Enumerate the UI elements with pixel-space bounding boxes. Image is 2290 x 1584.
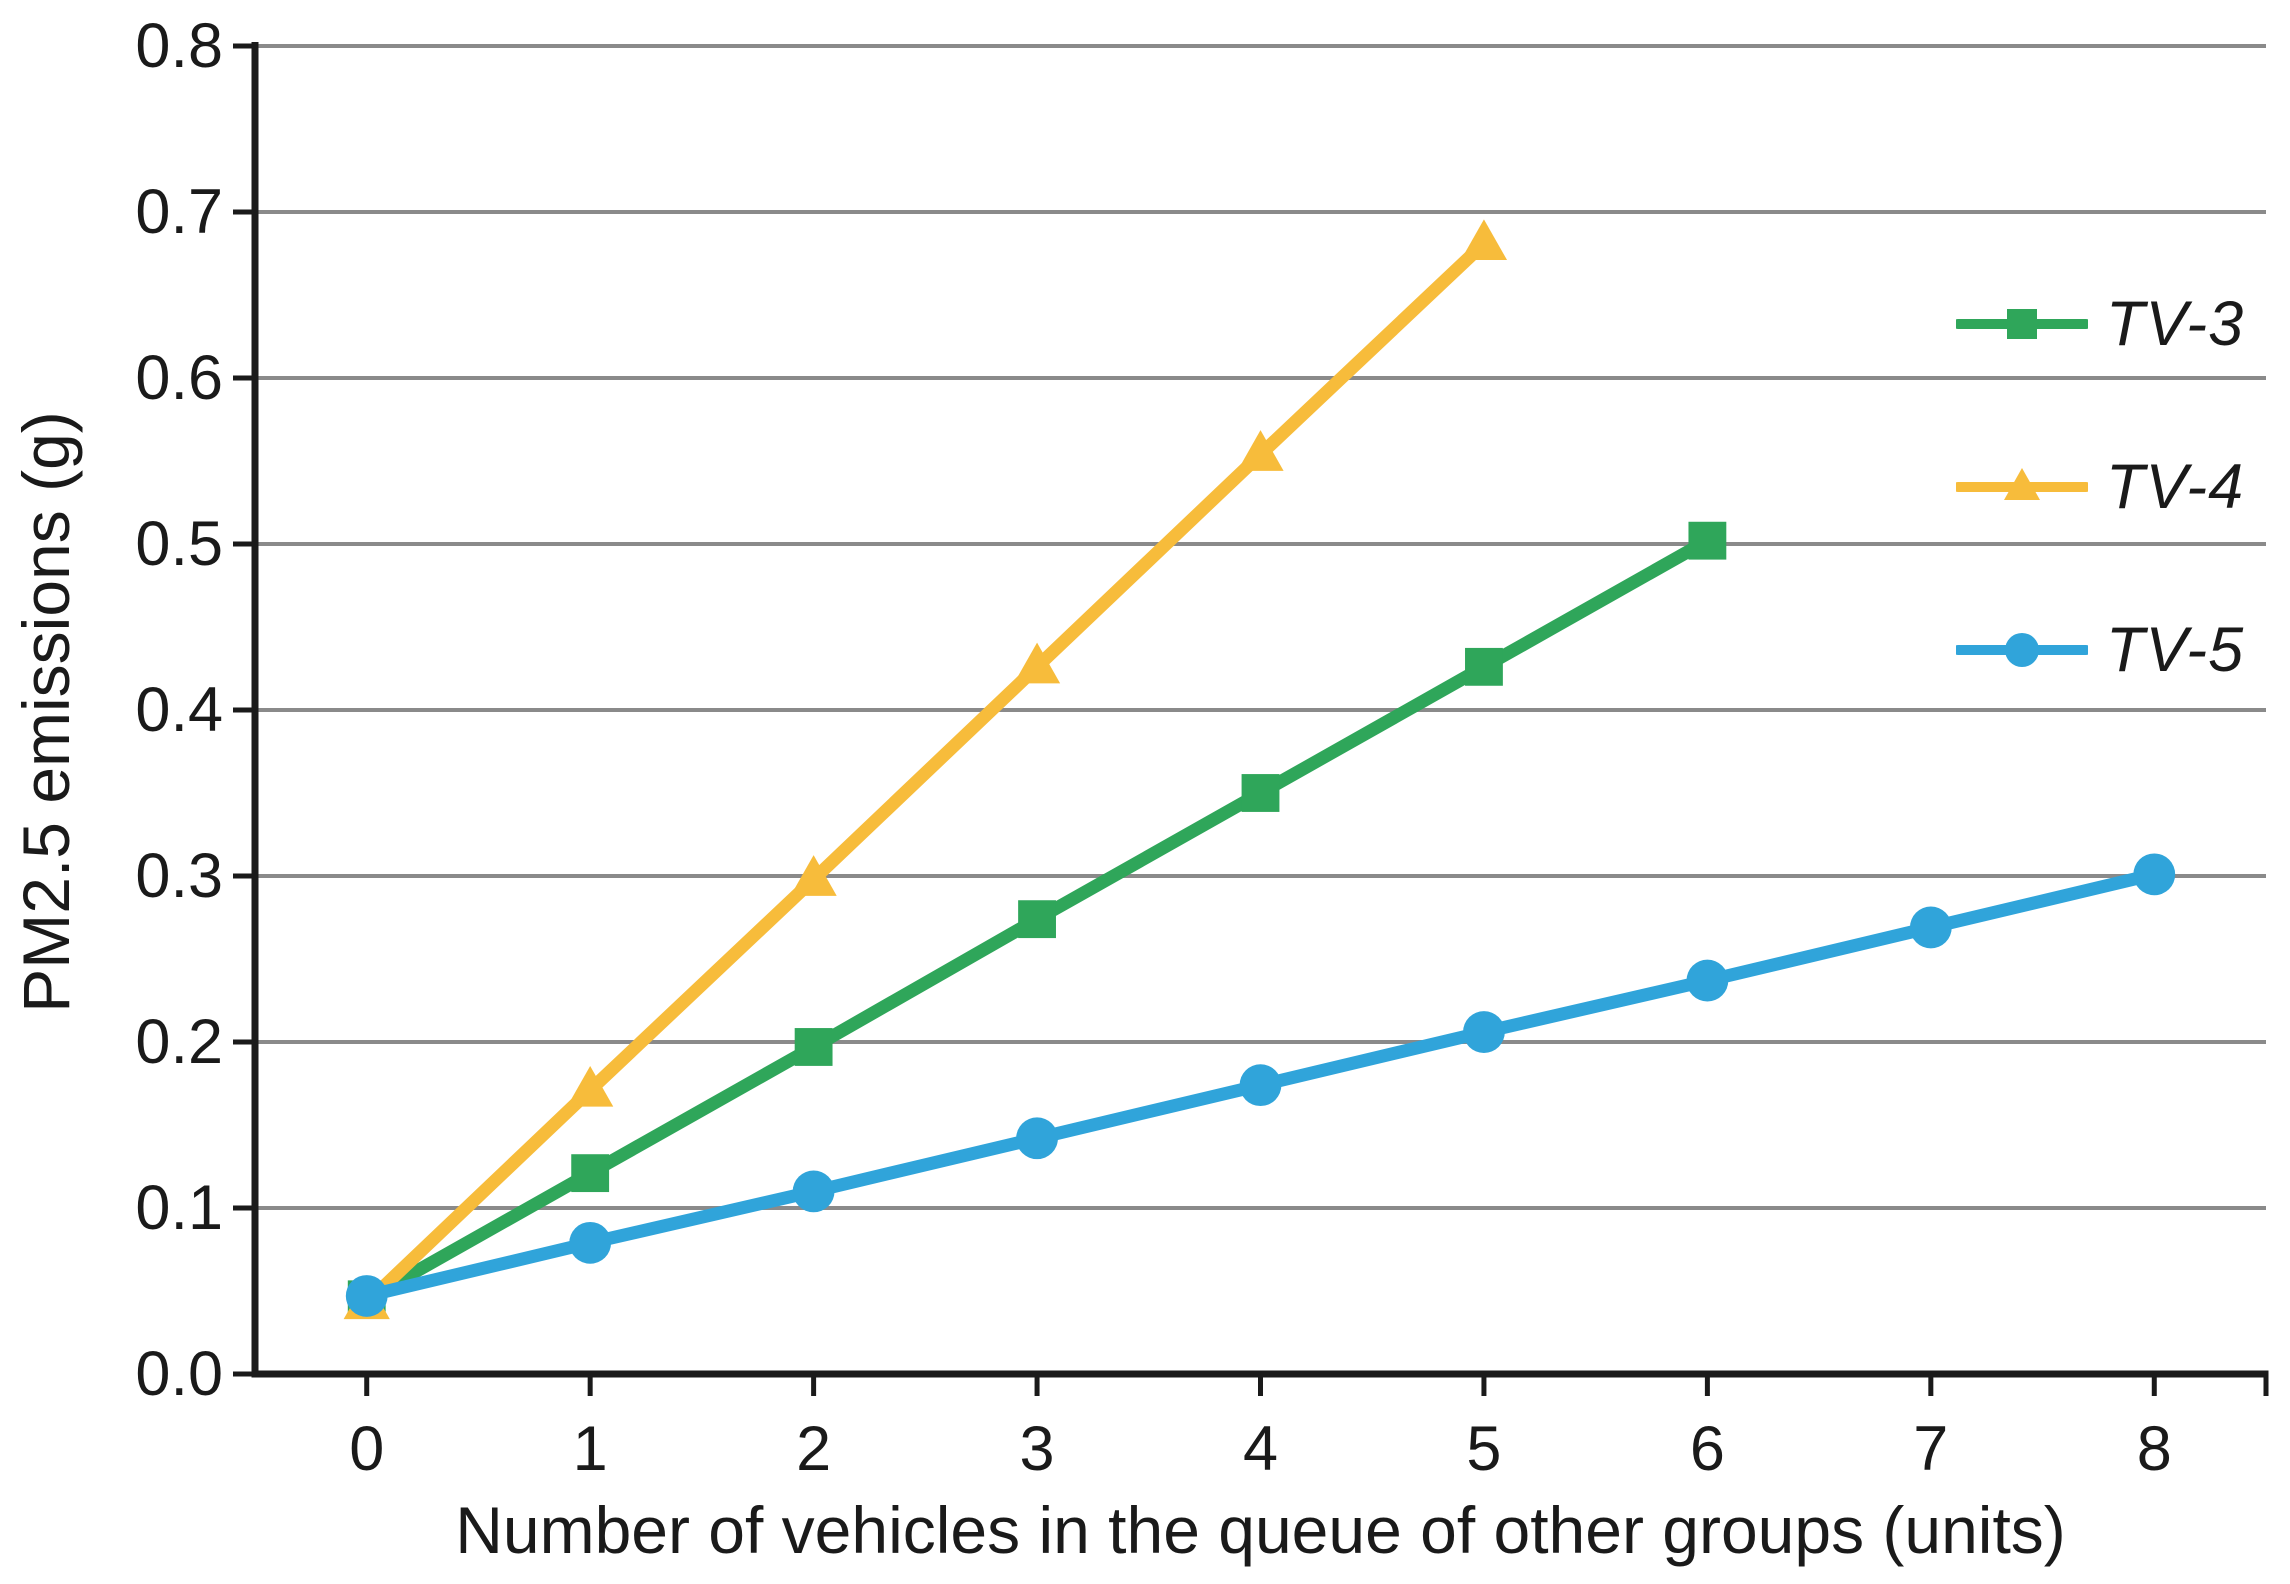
- y-tick-label: 0.5: [135, 509, 223, 579]
- square-marker-TV-3: [571, 1154, 610, 1193]
- triangle-marker-TV-4: [567, 1065, 614, 1107]
- triangle-marker-TV-4: [1460, 219, 1508, 261]
- square-marker-TV-3: [1688, 521, 1727, 560]
- x-axis-title: Number of vehicles in the queue of other…: [455, 1493, 2066, 1567]
- triangle-marker-TV-4: [1013, 642, 1061, 684]
- series-line-TV-4: [360, 237, 1491, 1310]
- legend-circle-marker-icon: [1953, 628, 2091, 672]
- y-tick-label: 0.7: [135, 177, 223, 247]
- circle-marker-TV-5: [1239, 1064, 1282, 1107]
- legend-label: TV-4: [2106, 452, 2245, 522]
- square-marker-TV-3: [1241, 774, 1280, 812]
- y-tick-label: 0.3: [135, 841, 223, 911]
- legend-item-tv4: TV-4: [1953, 452, 2244, 522]
- x-tick-label: 4: [1243, 1414, 1278, 1484]
- x-tick-label: 5: [1466, 1414, 1501, 1484]
- circle-marker-TV-5: [345, 1275, 388, 1317]
- circle-marker-TV-5: [1909, 906, 1952, 949]
- x-tick-label: 2: [796, 1414, 831, 1484]
- legend-square-marker-icon: [1953, 302, 2091, 346]
- triangle-marker-TV-4: [1237, 430, 1284, 471]
- circle-marker-TV-5: [792, 1170, 835, 1213]
- circle-marker-TV-5: [569, 1221, 612, 1264]
- y-tick-label: 0.4: [135, 675, 223, 745]
- circle-marker-TV-5: [1463, 1011, 1505, 1053]
- square-marker-TV-3: [1018, 900, 1056, 939]
- legend-triangle-marker-icon: [1953, 465, 2091, 509]
- x-tick-label: 1: [573, 1414, 608, 1484]
- x-tick-label: 0: [349, 1414, 384, 1484]
- y-axis-title: PM2.5 emissions (g): [9, 411, 83, 1013]
- x-tick-label: 6: [1690, 1414, 1725, 1484]
- y-tick-label: 0.6: [135, 343, 223, 413]
- legend-item-tv3: TV-3: [1953, 289, 2244, 359]
- x-tick-label: 7: [1913, 1414, 1948, 1484]
- circle-marker-TV-5: [2133, 853, 2176, 896]
- y-tick-label: 0.1: [135, 1173, 223, 1243]
- legend-label: TV-5: [2106, 615, 2245, 685]
- legend-item-tv5: TV-5: [1953, 615, 2244, 685]
- circle-marker-TV-5: [1686, 959, 1729, 1002]
- legend-label: TV-3: [2106, 289, 2245, 359]
- legend: TV-3 TV-4 TV-5: [1953, 289, 2244, 781]
- y-tick-label: 0.0: [135, 1339, 223, 1409]
- triangle-marker-TV-4: [790, 855, 837, 896]
- y-tick-label: 0.8: [135, 11, 223, 81]
- y-tick-label: 0.2: [135, 1007, 223, 1077]
- x-tick-label: 3: [1020, 1414, 1055, 1484]
- circle-marker-TV-5: [1016, 1117, 1058, 1160]
- x-tick-label: 8: [2137, 1414, 2172, 1484]
- square-marker-TV-3: [1465, 647, 1503, 686]
- square-marker-TV-3: [794, 1028, 833, 1066]
